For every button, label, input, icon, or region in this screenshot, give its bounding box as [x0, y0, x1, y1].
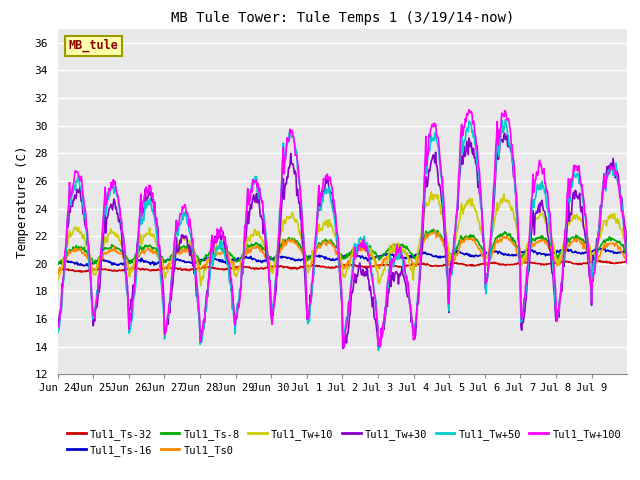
- Line: Tul1_Tw+50: Tul1_Tw+50: [58, 120, 627, 350]
- Tul1_Tw+100: [54, 324, 61, 330]
- Tul1_Ts-32: [78, 269, 86, 275]
- Tul1_Tw+10: [402, 250, 410, 256]
- Tul1_Tw+100: [225, 259, 233, 265]
- Line: Tul1_Tw+100: Tul1_Tw+100: [58, 109, 627, 348]
- Tul1_Ts-8: [120, 252, 128, 258]
- Title: MB Tule Tower: Tule Temps 1 (3/19/14-now): MB Tule Tower: Tule Temps 1 (3/19/14-now…: [171, 11, 514, 25]
- Tul1_Ts-32: [434, 263, 442, 269]
- Legend: Tul1_Ts-32, Tul1_Ts-16, Tul1_Ts-8, Tul1_Ts0, Tul1_Tw+10, Tul1_Tw+30, Tul1_Tw+50,: Tul1_Ts-32, Tul1_Ts-16, Tul1_Ts-8, Tul1_…: [63, 424, 625, 460]
- Tul1_Ts-8: [401, 244, 409, 250]
- Tul1_Ts-8: [623, 250, 631, 255]
- Tul1_Tw+10: [226, 256, 234, 262]
- Tul1_Ts0: [276, 251, 284, 256]
- Tul1_Ts-32: [122, 267, 129, 273]
- Tul1_Ts-32: [623, 259, 631, 264]
- Tul1_Ts0: [254, 243, 262, 249]
- Y-axis label: Temperature (C): Temperature (C): [16, 145, 29, 258]
- Tul1_Ts-16: [623, 248, 631, 253]
- Line: Tul1_Ts-32: Tul1_Ts-32: [58, 261, 627, 272]
- Line: Tul1_Ts0: Tul1_Ts0: [58, 231, 627, 274]
- Tul1_Tw+50: [434, 143, 442, 148]
- Tul1_Tw+10: [197, 283, 205, 288]
- Tul1_Tw+100: [623, 261, 631, 266]
- Tul1_Tw+50: [253, 189, 261, 194]
- Line: Tul1_Ts-8: Tul1_Ts-8: [58, 229, 627, 264]
- Tul1_Tw+50: [275, 227, 283, 232]
- Tul1_Ts0: [435, 230, 442, 236]
- Tul1_Tw+10: [120, 255, 128, 261]
- Tul1_Tw+30: [275, 250, 283, 255]
- Tul1_Ts-16: [84, 263, 92, 269]
- Tul1_Ts-8: [253, 241, 261, 247]
- Tul1_Ts-8: [54, 262, 61, 267]
- Tul1_Tw+10: [54, 277, 61, 283]
- Tul1_Tw+100: [275, 232, 283, 238]
- Text: MB_tule: MB_tule: [69, 39, 119, 52]
- Tul1_Ts-8: [275, 248, 283, 254]
- Tul1_Ts0: [54, 271, 62, 276]
- Line: Tul1_Tw+10: Tul1_Tw+10: [58, 192, 627, 286]
- Tul1_Tw+30: [253, 200, 261, 206]
- Tul1_Tw+100: [465, 107, 473, 112]
- Tul1_Ts-32: [402, 262, 410, 268]
- Line: Tul1_Tw+30: Tul1_Tw+30: [58, 133, 627, 348]
- Tul1_Tw+100: [340, 345, 348, 351]
- Tul1_Tw+30: [434, 172, 442, 178]
- Tul1_Tw+10: [276, 240, 284, 246]
- Tul1_Ts-16: [276, 253, 284, 259]
- Tul1_Tw+30: [120, 258, 128, 264]
- Tul1_Tw+30: [402, 283, 410, 288]
- Tul1_Tw+50: [120, 244, 128, 250]
- Tul1_Tw+50: [402, 276, 410, 282]
- Tul1_Ts-32: [254, 266, 262, 272]
- Tul1_Tw+100: [120, 243, 128, 249]
- Tul1_Ts0: [431, 228, 438, 234]
- Tul1_Ts-16: [54, 261, 61, 267]
- Tul1_Tw+100: [402, 274, 410, 280]
- Tul1_Ts0: [402, 251, 410, 257]
- Tul1_Ts-16: [226, 258, 234, 264]
- Tul1_Tw+30: [623, 245, 631, 251]
- Tul1_Tw+30: [54, 321, 61, 326]
- Tul1_Ts-16: [434, 253, 442, 259]
- Tul1_Ts-8: [225, 250, 233, 256]
- Tul1_Ts0: [226, 258, 234, 264]
- Tul1_Tw+30: [225, 263, 233, 269]
- Tul1_Ts-16: [402, 256, 410, 262]
- Tul1_Ts-16: [254, 257, 262, 263]
- Tul1_Ts-8: [429, 227, 437, 232]
- Tul1_Tw+50: [374, 348, 382, 353]
- Tul1_Tw+50: [54, 330, 61, 336]
- Tul1_Tw+30: [339, 346, 347, 351]
- Tul1_Tw+10: [623, 250, 631, 256]
- Tul1_Tw+50: [623, 252, 631, 258]
- Tul1_Ts0: [623, 257, 631, 263]
- Tul1_Ts-16: [596, 245, 604, 251]
- Tul1_Tw+100: [253, 185, 261, 191]
- Tul1_Tw+30: [501, 131, 509, 136]
- Tul1_Tw+10: [435, 197, 442, 203]
- Tul1_Tw+50: [502, 117, 509, 122]
- Tul1_Ts-8: [434, 228, 442, 233]
- Tul1_Ts-32: [226, 266, 234, 272]
- Tul1_Ts0: [54, 268, 61, 274]
- Tul1_Ts-32: [276, 264, 284, 270]
- Line: Tul1_Ts-16: Tul1_Ts-16: [58, 248, 627, 266]
- Tul1_Tw+50: [225, 277, 233, 283]
- Tul1_Ts-32: [54, 267, 61, 273]
- Tul1_Tw+10: [254, 231, 262, 237]
- Tul1_Ts-16: [122, 261, 129, 267]
- Tul1_Ts-32: [596, 258, 604, 264]
- Tul1_Ts0: [122, 260, 129, 265]
- Tul1_Tw+100: [434, 134, 442, 140]
- Tul1_Tw+10: [428, 189, 435, 195]
